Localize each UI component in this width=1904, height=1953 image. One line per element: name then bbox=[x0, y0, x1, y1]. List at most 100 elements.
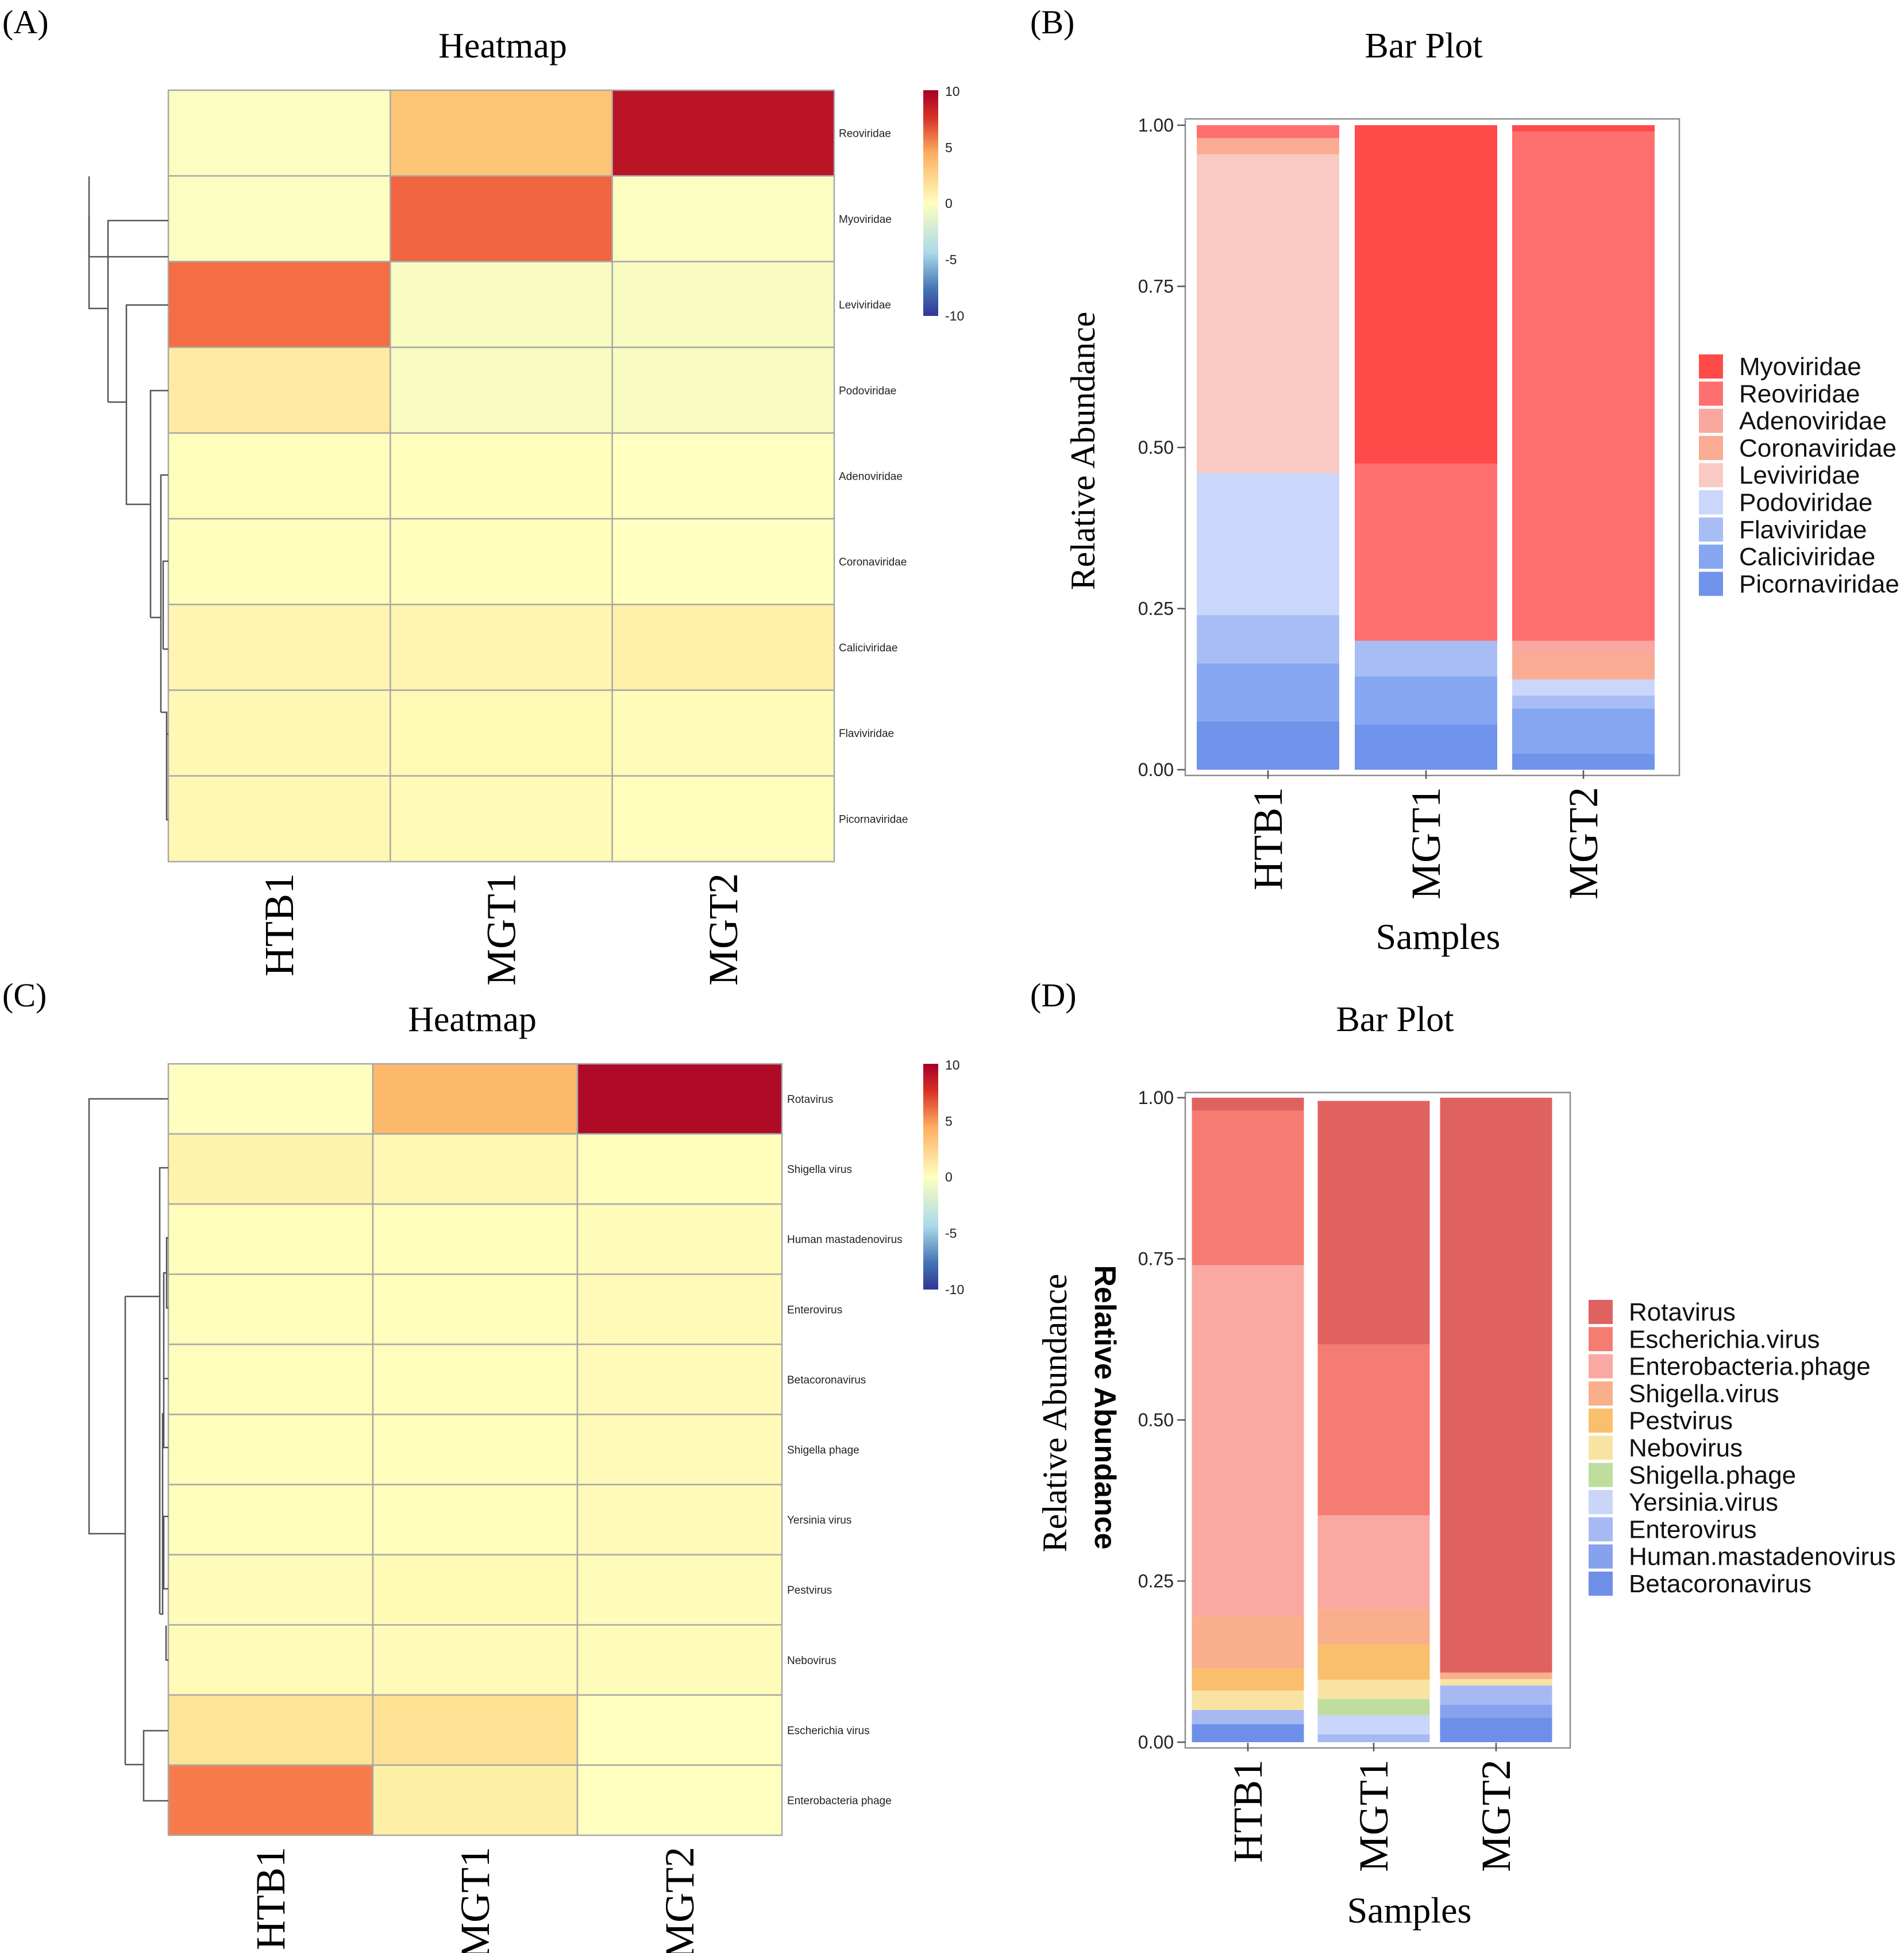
heatmap-cell bbox=[167, 518, 391, 605]
bar-segment bbox=[1355, 464, 1497, 641]
bar-segment bbox=[1440, 1717, 1552, 1742]
heatmap-cell bbox=[372, 1344, 579, 1415]
heatmap-c-row-labels: Rotavirus Shigella virus Human mastadenovi… bbox=[787, 1094, 903, 1807]
legend-label: Flaviviridae bbox=[1739, 516, 1867, 544]
heatmap-cell bbox=[390, 261, 613, 348]
scale-tick: -5 bbox=[945, 252, 957, 267]
heatmap-cell bbox=[372, 1273, 579, 1345]
heatmap-cell bbox=[167, 175, 391, 263]
heatmap-row-label: Picornaviridae bbox=[839, 813, 908, 825]
scale-tick: 10 bbox=[945, 1057, 960, 1072]
bar-segment bbox=[1355, 125, 1497, 464]
bar-segment bbox=[1355, 724, 1497, 770]
heatmap-column-label: MGT2 bbox=[657, 1847, 703, 1953]
heatmap-cell bbox=[390, 775, 613, 863]
panel-b-label: (B) bbox=[1030, 3, 1074, 41]
heatmap-row-label: Rotavirus bbox=[787, 1094, 833, 1106]
heatmap-cell bbox=[167, 1694, 374, 1766]
bar-d-y-label: Relative Abundance bbox=[1036, 1274, 1074, 1553]
bar-segment bbox=[1317, 1715, 1430, 1735]
legend-swatch bbox=[1699, 490, 1723, 515]
bar-segment bbox=[1512, 695, 1655, 709]
heatmap-row-label: Yersinia virus bbox=[787, 1515, 851, 1527]
heatmap-cell bbox=[611, 175, 835, 263]
heatmap-cell bbox=[167, 89, 391, 177]
legend-label: Adenoviridae bbox=[1739, 407, 1887, 435]
bar-segment bbox=[1317, 1101, 1430, 1345]
heatmap-cell bbox=[576, 1484, 783, 1556]
bar-x-label: MGT1 bbox=[1403, 787, 1449, 900]
bar-x-label: HTB1 bbox=[1225, 1759, 1271, 1863]
legend-label: Podoviridae bbox=[1739, 489, 1872, 517]
bar-b-x-label: Samples bbox=[1376, 916, 1501, 957]
bar-x-label: MGT2 bbox=[1560, 787, 1606, 900]
bar-d-segments bbox=[1192, 1098, 1552, 1742]
heatmap-cell bbox=[372, 1414, 579, 1485]
bar-segment bbox=[1440, 1704, 1552, 1718]
bar-b-legend: MyoviridaeReoviridaeAdenoviridaeCoronavi… bbox=[1699, 353, 1899, 598]
heatmap-cell bbox=[372, 1203, 579, 1275]
bar-segment bbox=[1192, 1616, 1304, 1668]
bar-segment bbox=[1197, 154, 1339, 473]
legend-label: Nebovirus bbox=[1629, 1434, 1743, 1462]
heatmap-cell bbox=[576, 1414, 783, 1485]
y-tick-label: 1.00 bbox=[1138, 1087, 1174, 1108]
heatmap-cell bbox=[611, 518, 835, 605]
bar-segment bbox=[1512, 640, 1655, 654]
legend-swatch bbox=[1589, 1544, 1613, 1569]
y-tick-label: 0.50 bbox=[1138, 437, 1174, 458]
legend-swatch bbox=[1589, 1517, 1613, 1542]
bar-segment bbox=[1355, 640, 1497, 677]
heatmap-row-label: Coronaviridae bbox=[839, 557, 907, 569]
bar-segment bbox=[1192, 1709, 1304, 1724]
heatmap-cell bbox=[611, 89, 835, 177]
bar-segment bbox=[1192, 1668, 1304, 1691]
bar-segment bbox=[1197, 721, 1339, 770]
heatmap-cell bbox=[576, 1624, 783, 1696]
heatmap-column-label: MGT2 bbox=[700, 873, 746, 986]
legend-swatch bbox=[1589, 1327, 1613, 1352]
heatmap-cell bbox=[167, 261, 391, 348]
heatmap-row-label: Enterovirus bbox=[787, 1304, 842, 1316]
bar-segment bbox=[1512, 125, 1655, 132]
heatmap-cell bbox=[167, 1063, 374, 1135]
heatmap-cell bbox=[167, 1414, 374, 1485]
bar-d-y-ticks: 0.00 0.25 0.50 0.75 1.00 bbox=[1138, 1087, 1185, 1753]
legend-swatch bbox=[1589, 1354, 1613, 1379]
bar-segment bbox=[1440, 1679, 1552, 1686]
legend-label: Coronaviridae bbox=[1739, 434, 1897, 462]
legend-label: Rotavirus bbox=[1629, 1298, 1736, 1326]
heatmap-row-label: Flaviviridae bbox=[839, 728, 894, 740]
y-tick-label: 0.75 bbox=[1138, 1249, 1174, 1269]
panel-c-label: (C) bbox=[2, 977, 47, 1014]
bar-segment bbox=[1355, 676, 1497, 725]
heatmap-cell bbox=[167, 1273, 374, 1345]
bar-segment bbox=[1197, 663, 1339, 721]
bar-segment bbox=[1440, 1672, 1552, 1680]
legend-label: Shigella.phage bbox=[1629, 1461, 1796, 1489]
heatmap-c-color-scale bbox=[923, 1064, 938, 1290]
heatmap-a-scale-ticks: 10 5 0 -5 -10 bbox=[945, 84, 964, 323]
legend-swatch bbox=[1589, 1490, 1613, 1515]
heatmap-column-label: HTB1 bbox=[248, 1847, 294, 1950]
legend-label: Pestvirus bbox=[1629, 1407, 1733, 1435]
bar-segment bbox=[1197, 473, 1339, 615]
legend-swatch bbox=[1699, 463, 1723, 488]
heatmap-cell bbox=[372, 1624, 579, 1696]
legend-swatch bbox=[1589, 1572, 1613, 1596]
heatmap-cell bbox=[372, 1063, 579, 1135]
bar-segment bbox=[1317, 1644, 1430, 1680]
scale-tick: 10 bbox=[945, 84, 960, 99]
bar-segment bbox=[1197, 125, 1339, 138]
heatmap-cell bbox=[611, 432, 835, 520]
heatmap-cell bbox=[167, 1764, 374, 1836]
heatmap-column-label: HTB1 bbox=[256, 873, 302, 977]
heatmap-cell bbox=[372, 1133, 579, 1205]
bar-segment bbox=[1317, 1699, 1430, 1715]
bar-segment bbox=[1192, 1098, 1304, 1111]
heatmap-cell bbox=[372, 1764, 579, 1836]
legend-label: Enterobacteria.phage bbox=[1629, 1353, 1871, 1381]
legend-swatch bbox=[1699, 354, 1723, 379]
heatmap-c-scale-ticks: 10 5 0 -5 -10 bbox=[945, 1057, 964, 1297]
